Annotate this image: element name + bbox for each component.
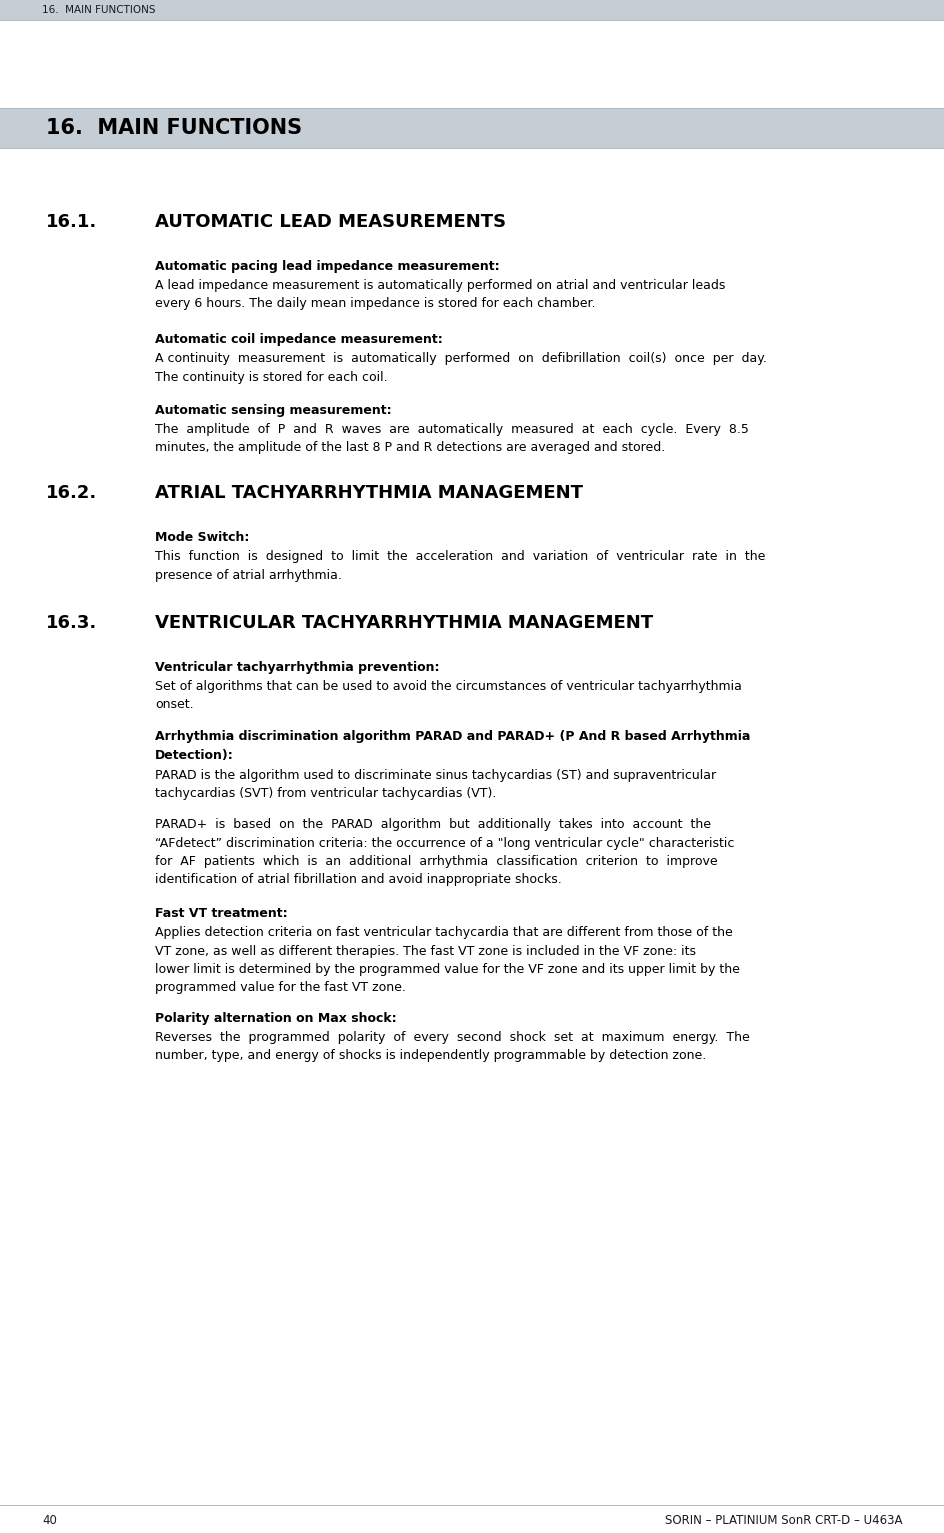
Text: A lead impedance measurement is automatically performed on atrial and ventricula: A lead impedance measurement is automati… [155,279,725,291]
Text: PARAD is the algorithm used to discriminate sinus tachycardias (ST) and supraven: PARAD is the algorithm used to discrimin… [155,770,716,782]
Text: Polarity alternation on Max shock:: Polarity alternation on Max shock: [155,1012,396,1026]
Text: Set of algorithms that can be used to avoid the circumstances of ventricular tac: Set of algorithms that can be used to av… [155,681,741,693]
Text: AUTOMATIC LEAD MEASUREMENTS: AUTOMATIC LEAD MEASUREMENTS [155,213,506,231]
Text: number, type, and energy of shocks is independently programmable by detection zo: number, type, and energy of shocks is in… [155,1050,705,1062]
Text: 16.  MAIN FUNCTIONS: 16. MAIN FUNCTIONS [46,118,302,138]
Text: ATRIAL TACHYARRHYTHMIA MANAGEMENT: ATRIAL TACHYARRHYTHMIA MANAGEMENT [155,484,582,501]
Text: This  function  is  designed  to  limit  the  acceleration  and  variation  of  : This function is designed to limit the a… [155,550,765,563]
Text: The continuity is stored for each coil.: The continuity is stored for each coil. [155,371,387,383]
Text: Automatic pacing lead impedance measurement:: Automatic pacing lead impedance measurem… [155,261,499,273]
Text: “AFdetect” discrimination criteria: the occurrence of a "long ventricular cycle": “AFdetect” discrimination criteria: the … [155,837,733,849]
Text: Ventricular tachyarrhythmia prevention:: Ventricular tachyarrhythmia prevention: [155,661,439,675]
Text: presence of atrial arrhythmia.: presence of atrial arrhythmia. [155,569,342,581]
Text: Detection):: Detection): [155,748,233,762]
Text: 16.3.: 16.3. [46,615,97,632]
Text: tachycardias (SVT) from ventricular tachycardias (VT).: tachycardias (SVT) from ventricular tach… [155,788,496,800]
Text: 40: 40 [42,1513,57,1527]
Text: Automatic coil impedance measurement:: Automatic coil impedance measurement: [155,333,443,346]
Text: 16.1.: 16.1. [46,213,97,231]
Text: A continuity  measurement  is  automatically  performed  on  defibrillation  coi: A continuity measurement is automaticall… [155,353,767,365]
Text: every 6 hours. The daily mean impedance is stored for each chamber.: every 6 hours. The daily mean impedance … [155,297,595,311]
Text: VT zone, as well as different therapies. The fast VT zone is included in the VF : VT zone, as well as different therapies.… [155,944,696,958]
Text: Reverses  the  programmed  polarity  of  every  second  shock  set  at  maximum : Reverses the programmed polarity of ever… [155,1032,749,1044]
Text: programmed value for the fast VT zone.: programmed value for the fast VT zone. [155,981,405,995]
Text: 16.2.: 16.2. [46,484,97,501]
Text: Arrhythmia discrimination algorithm PARAD and PARAD+ (P And R based Arrhythmia: Arrhythmia discrimination algorithm PARA… [155,730,750,744]
Text: Applies detection criteria on fast ventricular tachycardia that are different fr: Applies detection criteria on fast ventr… [155,926,732,940]
Text: PARAD+  is  based  on  the  PARAD  algorithm  but  additionally  takes  into  ac: PARAD+ is based on the PARAD algorithm b… [155,819,710,831]
Text: minutes, the amplitude of the last 8 P and R detections are averaged and stored.: minutes, the amplitude of the last 8 P a… [155,442,665,454]
Text: Fast VT treatment:: Fast VT treatment: [155,908,287,920]
Text: 16.  MAIN FUNCTIONS: 16. MAIN FUNCTIONS [42,5,156,15]
Bar [0,0,944,20]
Text: VENTRICULAR TACHYARRHYTHMIA MANAGEMENT: VENTRICULAR TACHYARRHYTHMIA MANAGEMENT [155,615,652,632]
Text: Automatic sensing measurement:: Automatic sensing measurement: [155,405,391,417]
Text: The  amplitude  of  P  and  R  waves  are  automatically  measured  at  each  cy: The amplitude of P and R waves are autom… [155,423,748,435]
Text: identification of atrial fibrillation and avoid inappropriate shocks.: identification of atrial fibrillation an… [155,874,561,886]
Bar [0,107,944,149]
Text: for  AF  patients  which  is  an  additional  arrhythmia  classification  criter: for AF patients which is an additional a… [155,855,716,868]
Text: Mode Switch:: Mode Switch: [155,530,249,544]
Text: lower limit is determined by the programmed value for the VF zone and its upper : lower limit is determined by the program… [155,963,739,977]
Text: onset.: onset. [155,699,194,711]
Text: SORIN – PLATINIUM SonR CRT-D – U463A: SORIN – PLATINIUM SonR CRT-D – U463A [665,1513,902,1527]
